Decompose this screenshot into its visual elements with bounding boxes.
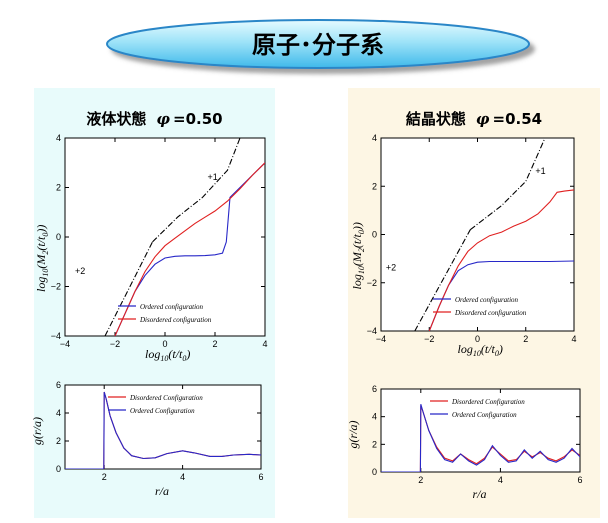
series-line-disordered-configuration [428, 189, 574, 331]
header-banner: 原子･分子系 [106, 19, 530, 69]
crystal-gr-y-axis-label: g(r/a) [346, 421, 360, 449]
liquid-title-prefix: 液体状態 [86, 110, 147, 128]
crystal-phi-value: =0.54 [492, 110, 543, 128]
y-tick-label: 0 [372, 230, 377, 240]
y-tick-label: −2 [367, 278, 377, 288]
x-tick-label: 4 [262, 339, 267, 349]
y-tick-label: 4 [56, 133, 61, 143]
x-tick-label: 6 [577, 475, 582, 485]
phi-symbol: φ [156, 110, 170, 128]
y-tick-label: 2 [372, 439, 377, 449]
series-line--2-slope [104, 241, 153, 336]
liquid-gr-y-axis-label: g(r/a) [30, 417, 44, 445]
liquid-panel-title: 液体状態 φ =0.50 [34, 108, 275, 129]
legend-label: Ordered Configuration [452, 411, 517, 419]
legend-label: Ordered Configuration [130, 407, 195, 415]
y-tick-label: 2 [56, 183, 61, 193]
series-line--2-slope [414, 229, 471, 331]
phi-symbol: φ [475, 110, 490, 128]
y-tick-label: 0 [56, 464, 61, 474]
legend-label: Ordered configuration [455, 296, 519, 304]
crystal-msd-x-axis-label: log10(t/t0) [458, 342, 503, 358]
y-tick-label: 4 [372, 133, 377, 143]
x-tick-label: 4 [571, 334, 576, 344]
crystal-gr-x-axis-label: r/a [473, 487, 487, 501]
crystal-panel-title: 結晶状態 φ =0.54 [348, 108, 600, 129]
legend-label: Disordered Configuration [129, 394, 203, 402]
y-tick-label: 2 [56, 436, 61, 446]
page-title: 原子･分子系 [252, 31, 384, 59]
slope-annotation-plus2: +2 [386, 263, 396, 273]
crystal-msd-y-axis-label: log10(M2(t/t0)) [350, 222, 366, 289]
series-line--1-slope [469, 138, 546, 231]
liquid-msd-y-axis-label: log10(M2(t/t0)) [34, 225, 50, 292]
x-tick-label: 0 [475, 334, 480, 344]
liquid-msd-plot-area [64, 137, 266, 337]
liquid-msd-chart: −4 −2 0 2 4 −4 −2 0 2 4 +1 +2 Ordered configuration D… [34, 133, 268, 363]
liquid-gr-chart: 2 4 6 0 2 4 6 Disordered Configuration Ordered C… [30, 380, 264, 498]
y-tick-label: −2 [51, 282, 61, 292]
liquid-phi-value: =0.50 [173, 110, 223, 128]
y-tick-label: −4 [51, 331, 61, 341]
x-tick-label: −4 [60, 339, 70, 349]
legend-label: Disordered configuration [454, 309, 527, 317]
slope-annotation-plus2: +2 [75, 266, 85, 276]
y-tick-label: 6 [56, 380, 61, 390]
crystal-msd-chart: −4 −2 0 2 4 −4 −2 0 2 4 +1 +2 Ordered configuration D… [350, 133, 577, 358]
x-tick-label: −2 [424, 334, 434, 344]
y-tick-label: 4 [372, 412, 377, 422]
liquid-gr-legend: Disordered Configuration Ordered Configur… [108, 394, 203, 415]
x-tick-label: 6 [258, 472, 263, 482]
y-tick-label: −4 [367, 326, 377, 336]
y-tick-label: 0 [372, 467, 377, 477]
legend-label: Ordered configuration [140, 303, 204, 311]
x-tick-label: 4 [180, 472, 185, 482]
x-tick-label: −2 [110, 339, 120, 349]
slope-annotation-plus1: +1 [535, 166, 545, 176]
x-tick-label: −4 [376, 334, 386, 344]
crystal-msd-legend: Ordered configuration Disordered configur… [433, 296, 527, 317]
y-tick-label: 2 [372, 181, 377, 191]
series-line-ordered-configuration [65, 391, 261, 469]
liquid-msd-legend: Ordered configuration Disordered configur… [118, 303, 212, 324]
liquid-msd-x-axis-label: log10(t/t0) [145, 347, 190, 363]
series-line--1-slope [152, 138, 241, 243]
y-tick-label: 0 [56, 232, 61, 242]
y-tick-label: 4 [56, 408, 61, 418]
series-line-disordered-configuration [114, 162, 265, 336]
crystal-msd-plot-area [380, 137, 575, 332]
legend-label: Disordered configuration [139, 316, 212, 324]
crystal-gr-legend: Disordered Configuration Ordered Configur… [430, 398, 525, 419]
x-tick-label: 2 [102, 472, 107, 482]
x-tick-label: 2 [523, 334, 528, 344]
crystal-gr-chart: 2 4 6 0 2 4 6 Disordered Configuration Ordered C… [346, 384, 583, 501]
banner-ellipse [106, 19, 530, 69]
x-tick-label: 2 [418, 475, 423, 485]
x-tick-label: 0 [162, 339, 167, 349]
x-tick-label: 2 [212, 339, 217, 349]
legend-label: Disordered Configuration [451, 398, 525, 406]
series-line-ordered-configuration [381, 404, 580, 472]
y-tick-label: 6 [372, 384, 377, 394]
series-line-ordered-configuration [114, 162, 265, 336]
crystal-title-prefix: 結晶状態 [405, 110, 466, 128]
slope-annotation-plus1: +1 [208, 172, 218, 182]
x-tick-label: 4 [498, 475, 503, 485]
liquid-gr-x-axis-label: r/a [155, 484, 169, 498]
